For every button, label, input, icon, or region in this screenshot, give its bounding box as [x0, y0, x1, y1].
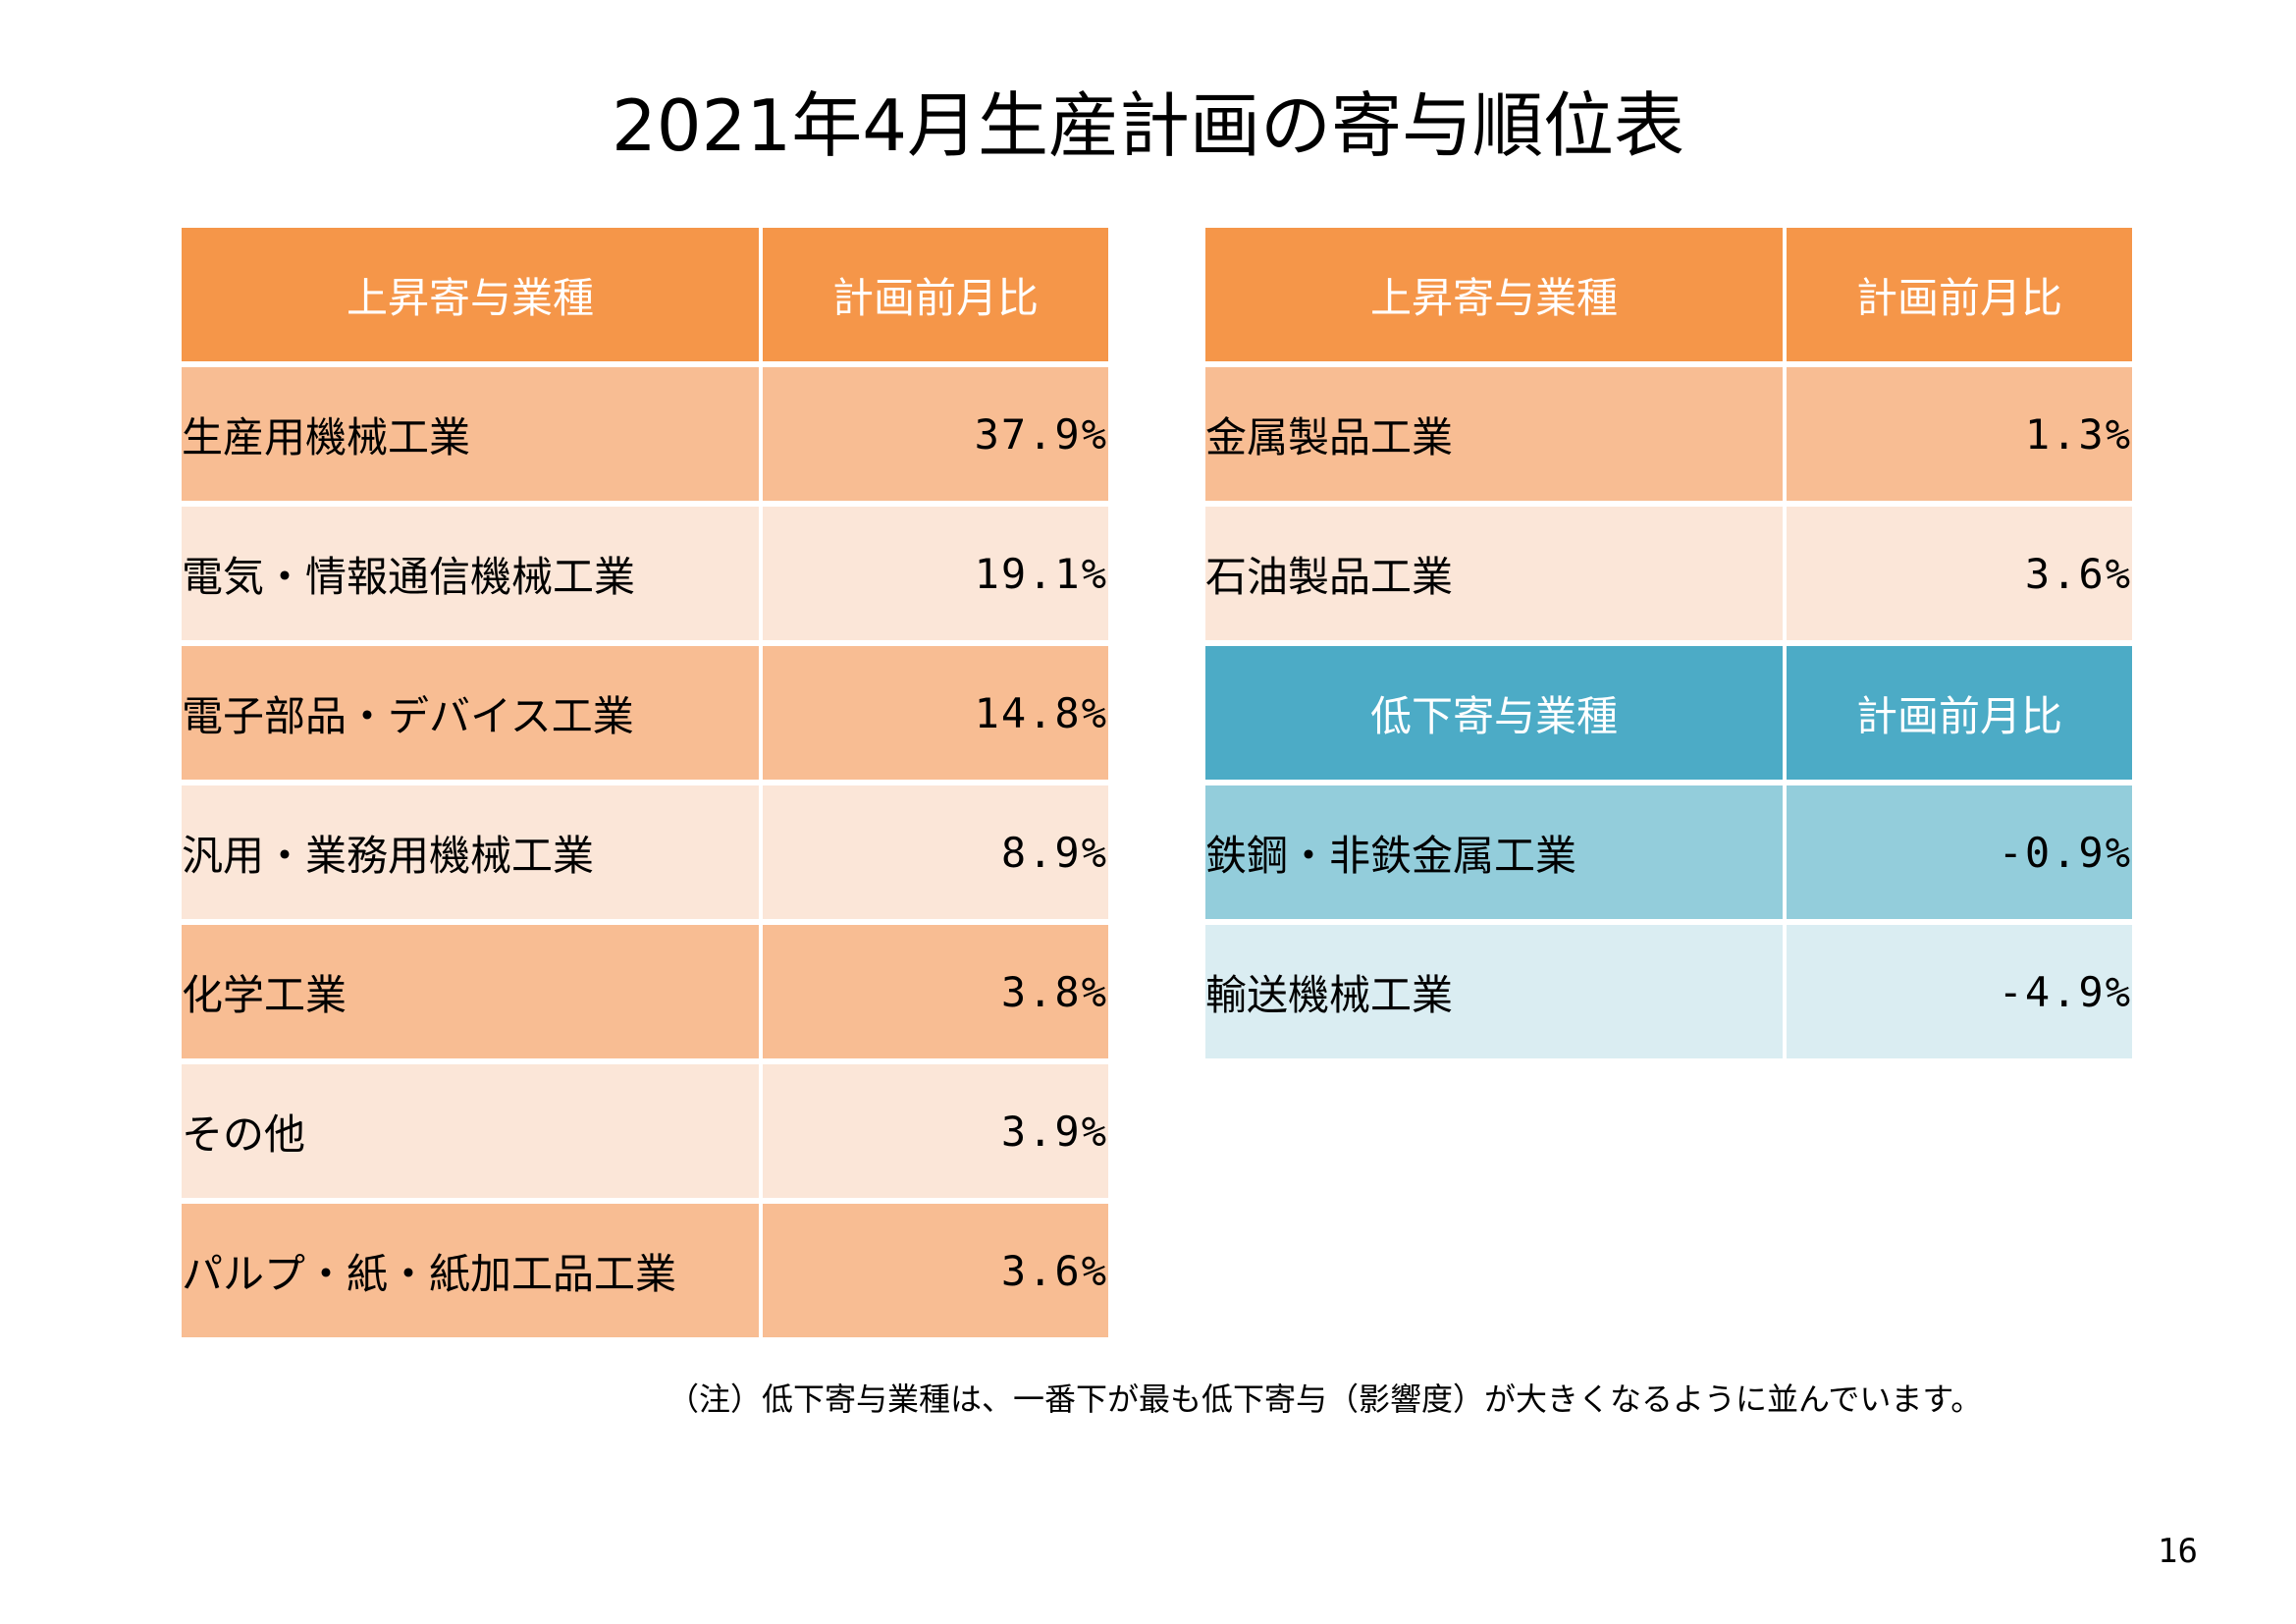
- header-mom-ratio: 計画前月比: [1787, 646, 2132, 780]
- industry-name: 化学工業: [182, 925, 759, 1058]
- table-header-row: 上昇寄与業種 計画前月比: [1205, 228, 2132, 361]
- industry-name: パルプ・紙・紙加工品工業: [182, 1204, 759, 1337]
- rise-contribution-table: 上昇寄与業種 計画前月比 生産用機械工業 37.9% 電気・情報通信機械工業 1…: [178, 222, 1112, 1343]
- header-fall-industry: 低下寄与業種: [1205, 646, 1783, 780]
- page-number: 16: [2158, 1532, 2198, 1571]
- industry-name: 汎用・業務用機械工業: [182, 785, 759, 919]
- table-row: 金属製品工業 1.3%: [1205, 367, 2132, 501]
- industry-name: 金属製品工業: [1205, 367, 1783, 501]
- industry-name: その他: [182, 1064, 759, 1198]
- mom-ratio: -0.9%: [1787, 785, 2132, 919]
- industry-name: 鉄鋼・非鉄金属工業: [1205, 785, 1783, 919]
- table-row: 輸送機械工業 -4.9%: [1205, 925, 2132, 1058]
- table-row: パルプ・紙・紙加工品工業 3.6%: [182, 1204, 1108, 1337]
- table-row: 電子部品・デバイス工業 14.8%: [182, 646, 1108, 780]
- mom-ratio: 1.3%: [1787, 367, 2132, 501]
- header-industry: 上昇寄与業種: [1205, 228, 1783, 361]
- fall-header-row: 低下寄与業種 計画前月比: [1205, 646, 2132, 780]
- table-row: 石油製品工業 3.6%: [1205, 507, 2132, 640]
- mom-ratio: 3.6%: [763, 1204, 1108, 1337]
- industry-name: 石油製品工業: [1205, 507, 1783, 640]
- page-title: 2021年4月生産計画の寄与順位表: [611, 84, 1685, 167]
- industry-name: 電気・情報通信機械工業: [182, 507, 759, 640]
- industry-name: 輸送機械工業: [1205, 925, 1783, 1058]
- industry-name: 電子部品・デバイス工業: [182, 646, 759, 780]
- table-row: その他 3.9%: [182, 1064, 1108, 1198]
- table-row: 電気・情報通信機械工業 19.1%: [182, 507, 1108, 640]
- header-mom-ratio: 計画前月比: [1787, 228, 2132, 361]
- rise-fall-contribution-table: 上昇寄与業種 計画前月比 金属製品工業 1.3% 石油製品工業 3.6% 低下寄…: [1201, 222, 2136, 1064]
- mom-ratio: 3.8%: [763, 925, 1108, 1058]
- header-mom-ratio: 計画前月比: [763, 228, 1108, 361]
- table-row: 汎用・業務用機械工業 8.9%: [182, 785, 1108, 919]
- table-row: 化学工業 3.8%: [182, 925, 1108, 1058]
- table-row: 鉄鋼・非鉄金属工業 -0.9%: [1205, 785, 2132, 919]
- header-industry: 上昇寄与業種: [182, 228, 759, 361]
- mom-ratio: -4.9%: [1787, 925, 2132, 1058]
- table-header-row: 上昇寄与業種 計画前月比: [182, 228, 1108, 361]
- mom-ratio: 8.9%: [763, 785, 1108, 919]
- mom-ratio: 14.8%: [763, 646, 1108, 780]
- industry-name: 生産用機械工業: [182, 367, 759, 501]
- mom-ratio: 3.6%: [1787, 507, 2132, 640]
- mom-ratio: 19.1%: [763, 507, 1108, 640]
- mom-ratio: 37.9%: [763, 367, 1108, 501]
- footnote: （注）低下寄与業種は、一番下が最も低下寄与（影響度）が大きくなるように並んでいま…: [667, 1380, 1983, 1418]
- table-row: 生産用機械工業 37.9%: [182, 367, 1108, 501]
- mom-ratio: 3.9%: [763, 1064, 1108, 1198]
